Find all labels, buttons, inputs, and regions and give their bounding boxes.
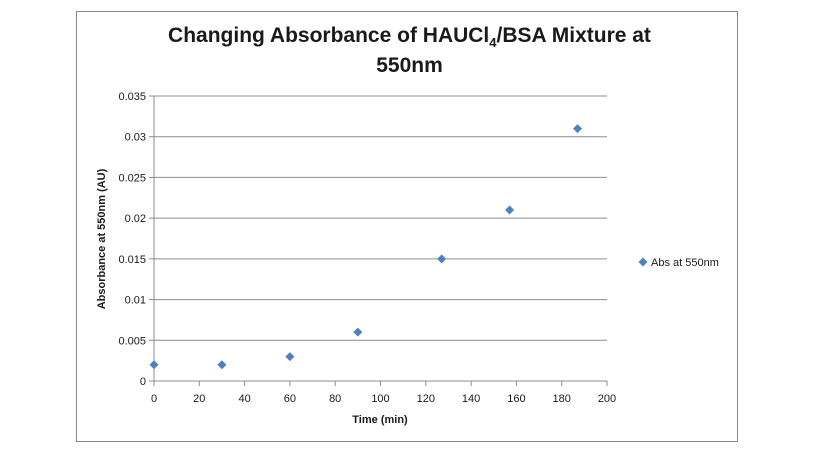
y-tick-label: 0.025 <box>118 172 146 184</box>
data-point <box>437 254 447 264</box>
x-tick-label: 60 <box>284 393 296 405</box>
chart-title-line-2: 550nm <box>376 54 443 77</box>
axes <box>149 95 608 386</box>
data-point <box>217 360 227 370</box>
chart-area <box>76 11 738 442</box>
x-tick-label: 160 <box>507 393 525 405</box>
x-tick-label: 200 <box>598 393 616 405</box>
data-point <box>149 360 159 370</box>
chart-title-text-start: Changing Absorbance of HAUCl <box>168 24 490 47</box>
x-tick-label: 20 <box>193 393 205 405</box>
x-tick-label: 0 <box>151 393 157 405</box>
x-tick-label: 180 <box>553 393 571 405</box>
legend: Abs at 550nm <box>638 257 719 269</box>
chart-title-text-end: /BSA Mixture at <box>496 24 651 47</box>
y-tick-label: 0.03 <box>125 132 146 144</box>
y-tick-labels: 0 0.005 0.01 0.015 0.02 0.025 0.03 0.035 <box>118 91 146 388</box>
x-tick-labels: 0 20 40 60 80 100 120 140 160 180 200 <box>151 393 616 405</box>
gridlines <box>154 95 607 341</box>
x-tick-label: 40 <box>238 393 250 405</box>
y-tick-label: 0.015 <box>118 254 146 266</box>
chart-title-subscript: 4 <box>489 35 497 51</box>
legend-marker <box>638 257 648 267</box>
y-tick-label: 0 <box>140 376 146 388</box>
chart-title-line-1: Changing Absorbance of HAUCl4/BSA Mixtur… <box>0 24 819 50</box>
y-tick-label: 0.005 <box>118 335 146 347</box>
x-tick-label: 100 <box>371 393 389 405</box>
data-point <box>573 124 583 134</box>
x-tick-label: 140 <box>462 393 480 405</box>
data-points <box>149 124 583 370</box>
x-axis-label: Time (min) <box>352 414 408 426</box>
x-tick-label: 80 <box>329 393 341 405</box>
data-point <box>285 352 295 362</box>
y-axis-label: Absorbance at 550nm (AU) <box>96 168 108 309</box>
legend-label: Abs at 550nm <box>651 257 719 269</box>
y-tick-label: 0.035 <box>118 91 146 103</box>
data-point <box>353 327 363 337</box>
y-tick-label: 0.01 <box>125 295 146 307</box>
data-point <box>505 205 515 215</box>
y-tick-label: 0.02 <box>125 213 146 225</box>
x-tick-label: 120 <box>417 393 435 405</box>
